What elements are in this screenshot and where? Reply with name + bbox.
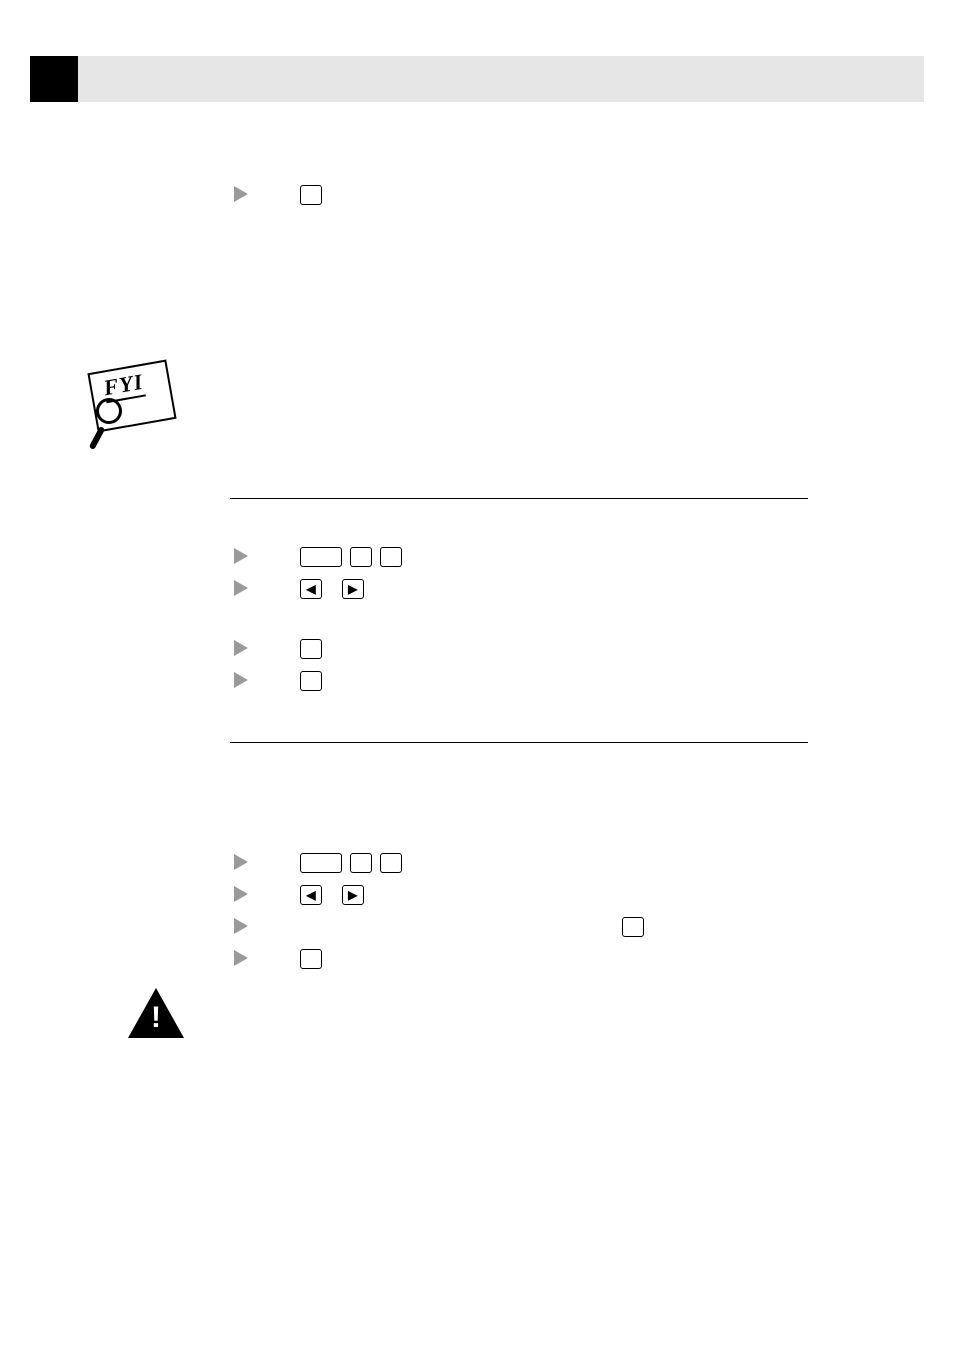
step-bullet-icon xyxy=(234,918,248,934)
step-bullet-icon xyxy=(234,186,248,202)
right-arrow-key-icon: ▶ xyxy=(342,579,364,599)
key-icon xyxy=(622,917,644,937)
left-arrow-key-icon: ◀ xyxy=(300,885,322,905)
caution-exclamation: ! xyxy=(128,1000,184,1036)
key-group xyxy=(300,184,322,205)
key-icon xyxy=(300,671,322,691)
key-icon xyxy=(350,547,372,567)
caution-icon: ! xyxy=(128,988,184,1040)
header-page-number-box xyxy=(30,56,78,102)
key-group: ◀ ▶ xyxy=(300,884,364,905)
key-icon xyxy=(300,853,342,873)
section-rule xyxy=(230,498,808,499)
key-group xyxy=(300,546,402,567)
step-bullet-icon xyxy=(234,854,248,870)
key-group xyxy=(300,948,322,969)
key-group xyxy=(300,638,322,659)
step-bullet-icon xyxy=(234,886,248,902)
right-arrow-key-icon: ▶ xyxy=(342,885,364,905)
step-bullet-icon xyxy=(234,640,248,656)
magnifier-handle-icon xyxy=(89,426,106,450)
step-bullet-icon xyxy=(234,580,248,596)
key-icon xyxy=(380,547,402,567)
left-arrow-key-icon: ◀ xyxy=(300,579,322,599)
section-rule xyxy=(230,742,808,743)
key-group xyxy=(622,916,644,937)
step-bullet-icon xyxy=(234,950,248,966)
key-icon xyxy=(300,547,342,567)
key-icon xyxy=(300,949,322,969)
key-icon xyxy=(300,185,322,205)
fyi-icon: FYI xyxy=(86,360,178,452)
key-icon xyxy=(380,853,402,873)
key-icon xyxy=(350,853,372,873)
key-icon xyxy=(300,639,322,659)
key-group xyxy=(300,670,322,691)
key-group: ◀ ▶ xyxy=(300,578,364,599)
header-bar xyxy=(30,56,924,102)
step-bullet-icon xyxy=(234,672,248,688)
step-bullet-icon xyxy=(234,548,248,564)
page: FYI ! ◀ ▶ xyxy=(0,0,954,1348)
key-group xyxy=(300,852,402,873)
